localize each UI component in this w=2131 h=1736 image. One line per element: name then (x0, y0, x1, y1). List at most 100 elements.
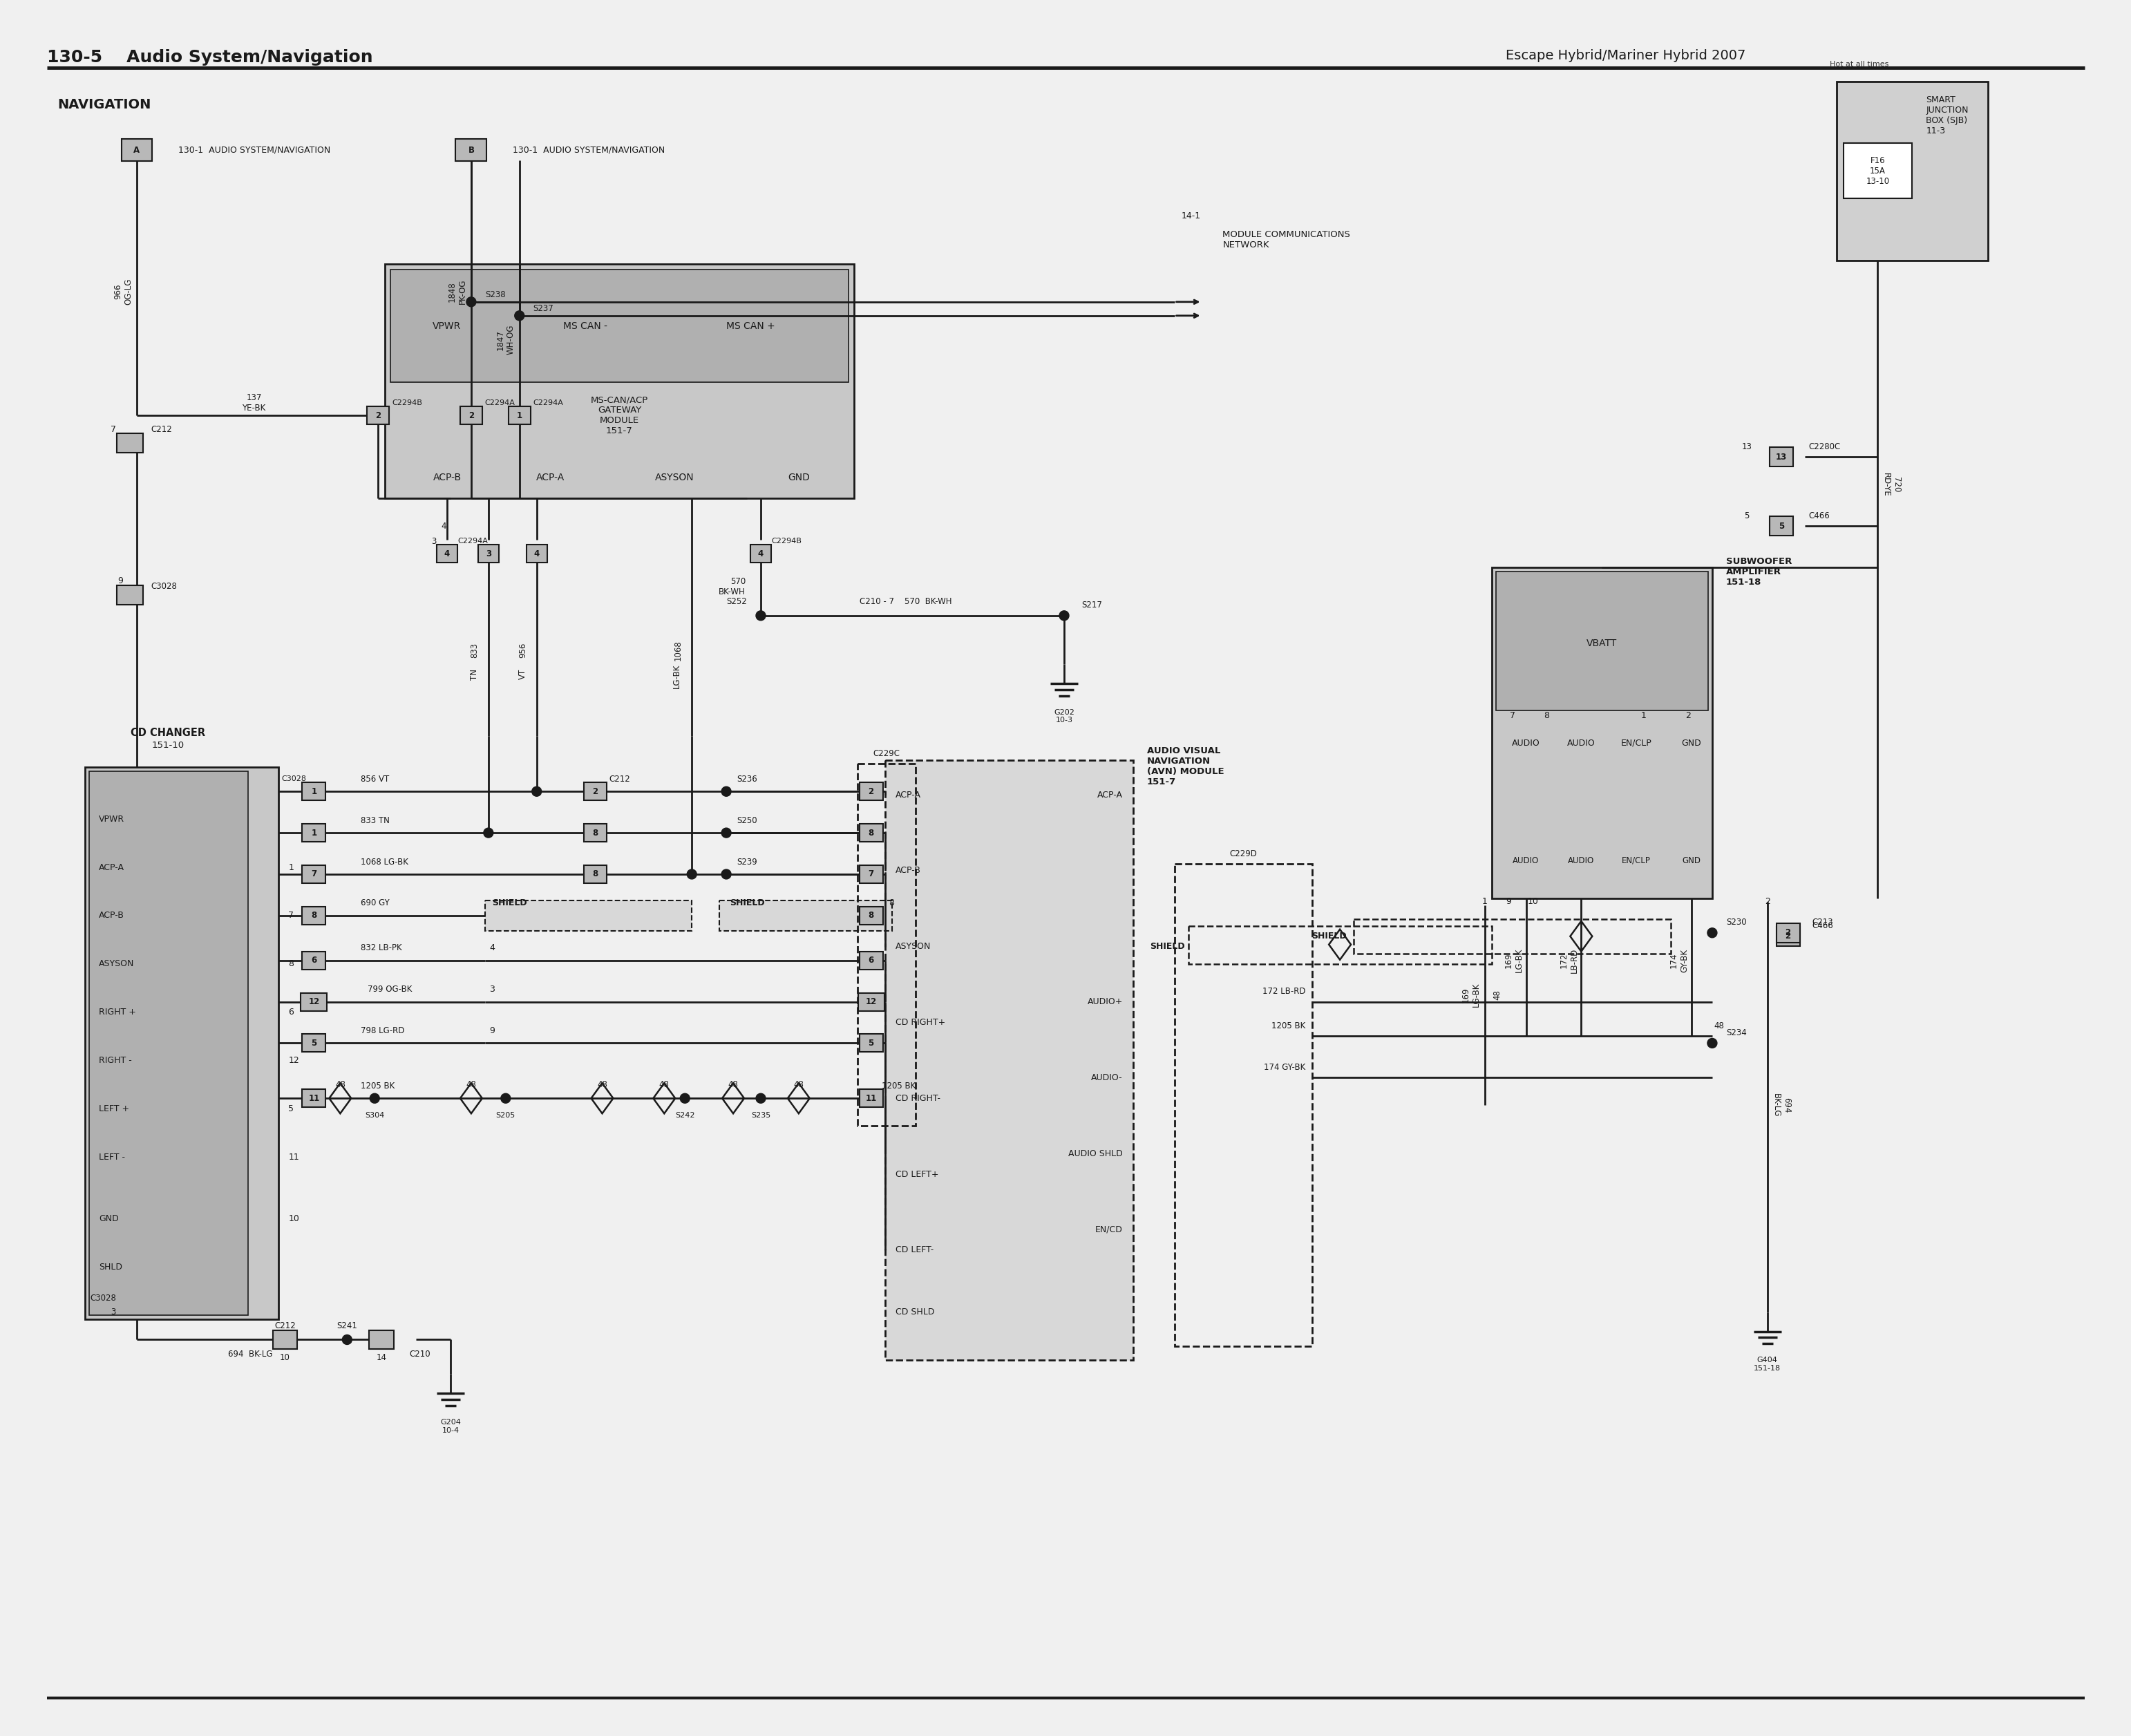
Bar (303, 783, 326, 800)
Text: GND: GND (98, 1215, 119, 1224)
Bar (303, 825, 326, 842)
Text: 694  BK-LG: 694 BK-LG (228, 1351, 273, 1359)
Circle shape (467, 297, 475, 307)
Text: 2: 2 (1764, 898, 1771, 906)
Bar (117, 585, 143, 604)
Text: SHIELD: SHIELD (1151, 943, 1185, 951)
Bar (859, 865, 882, 884)
Bar (1492, 568, 1711, 898)
Text: VBATT: VBATT (1588, 639, 1617, 648)
Bar (857, 764, 916, 1127)
Text: C212: C212 (609, 774, 631, 783)
Text: 8: 8 (288, 960, 294, 969)
Text: AUDIO: AUDIO (1568, 856, 1594, 865)
Text: ACP-B: ACP-B (433, 472, 460, 483)
Text: A: A (134, 146, 141, 155)
Text: 48: 48 (1713, 1021, 1724, 1031)
Bar (859, 1035, 882, 1052)
Text: 13: 13 (1775, 453, 1786, 462)
Text: ACP-A: ACP-A (537, 472, 565, 483)
Text: 8: 8 (592, 870, 599, 878)
Text: 7: 7 (1509, 712, 1515, 720)
Text: S250: S250 (737, 816, 757, 825)
Text: 1: 1 (288, 863, 294, 871)
Text: 720
RD-YE: 720 RD-YE (1882, 472, 1901, 496)
Text: 799 OG-BK: 799 OG-BK (369, 984, 411, 993)
Bar (303, 1035, 326, 1052)
Text: ASYSON: ASYSON (98, 960, 134, 969)
Text: Hot at all times: Hot at all times (1828, 61, 1888, 68)
Text: C212: C212 (275, 1321, 296, 1330)
Text: SHIELD: SHIELD (1313, 932, 1347, 941)
Text: S236: S236 (737, 774, 757, 783)
Text: ASYSON: ASYSON (654, 472, 695, 483)
Text: 9: 9 (1507, 898, 1511, 906)
Text: 1847
WH-OG: 1847 WH-OG (497, 325, 516, 354)
Text: AUDIO-: AUDIO- (1091, 1073, 1123, 1082)
Text: Escape Hybrid/Mariner Hybrid 2007: Escape Hybrid/Mariner Hybrid 2007 (1504, 49, 1745, 62)
Text: AUDIO+: AUDIO+ (1087, 996, 1123, 1007)
Bar (121, 139, 151, 161)
Bar (437, 545, 458, 562)
Text: 130-1  AUDIO SYSTEM/NAVIGATION: 130-1 AUDIO SYSTEM/NAVIGATION (514, 146, 665, 155)
Text: 5: 5 (288, 1104, 294, 1113)
Text: 12: 12 (865, 996, 876, 1007)
Circle shape (1059, 611, 1070, 620)
Text: LEFT -: LEFT - (98, 1153, 126, 1161)
Text: GND: GND (1681, 740, 1701, 748)
Text: 12: 12 (309, 996, 320, 1007)
Text: SUBWOOFER
AMPLIFIER
151-18: SUBWOOFER AMPLIFIER 151-18 (1726, 557, 1792, 587)
Text: 3: 3 (486, 549, 492, 557)
Text: C2294B: C2294B (771, 538, 801, 545)
Bar (526, 545, 548, 562)
Text: 14: 14 (377, 1354, 386, 1363)
Text: 1205 BK: 1205 BK (1272, 1021, 1306, 1031)
Text: C3028: C3028 (151, 582, 177, 592)
Bar (1189, 925, 1492, 963)
Bar (390, 269, 848, 382)
Text: S242: S242 (676, 1113, 695, 1120)
Text: AUDIO: AUDIO (1566, 740, 1596, 748)
Text: 1205 BK: 1205 BK (360, 1082, 394, 1090)
Text: S304: S304 (364, 1113, 384, 1120)
Text: C213: C213 (1811, 918, 1833, 927)
Text: CD RIGHT-: CD RIGHT- (895, 1094, 940, 1102)
Text: C210 - 7    570  BK-WH: C210 - 7 570 BK-WH (859, 597, 953, 606)
Text: SHIELD: SHIELD (492, 899, 526, 908)
Bar (386, 264, 855, 498)
Text: 1205 BK: 1205 BK (882, 1082, 916, 1090)
Text: TN: TN (471, 668, 479, 681)
Text: 151-10: 151-10 (151, 741, 183, 750)
Bar (117, 434, 143, 453)
Text: EN/CLP: EN/CLP (1622, 740, 1652, 748)
Text: G204
10-4: G204 10-4 (441, 1418, 460, 1434)
Text: 9: 9 (490, 1026, 494, 1035)
Text: 5: 5 (867, 1038, 874, 1047)
Text: 5: 5 (311, 1038, 318, 1047)
Text: 5: 5 (1743, 510, 1750, 521)
Circle shape (343, 1335, 352, 1344)
Text: 48: 48 (1492, 990, 1502, 1000)
Bar (859, 825, 882, 842)
Text: 6: 6 (311, 957, 318, 965)
Bar (1837, 82, 1988, 260)
Text: 169
LG-BK: 169 LG-BK (1462, 983, 1481, 1007)
Bar (1174, 865, 1313, 1347)
Text: RIGHT -: RIGHT - (98, 1055, 132, 1064)
Text: 694
BK-LG: 694 BK-LG (1771, 1094, 1790, 1118)
Bar (750, 545, 771, 562)
Bar (486, 901, 693, 930)
Text: S230: S230 (1726, 918, 1747, 927)
Text: 13: 13 (1741, 443, 1752, 451)
Bar (884, 760, 1134, 1361)
Text: MS-CAN/ACP
GATEWAY
MODULE
151-7: MS-CAN/ACP GATEWAY MODULE 151-7 (590, 396, 648, 436)
Bar (1769, 448, 1792, 467)
Text: 956: 956 (518, 642, 526, 658)
Text: 3: 3 (490, 984, 494, 993)
Text: GND: GND (788, 472, 810, 483)
Text: 6: 6 (867, 957, 874, 965)
Text: 8: 8 (889, 899, 895, 908)
Text: 1: 1 (1481, 898, 1487, 906)
Text: 169
LG-BK: 169 LG-BK (1504, 948, 1524, 972)
Bar (859, 906, 882, 925)
